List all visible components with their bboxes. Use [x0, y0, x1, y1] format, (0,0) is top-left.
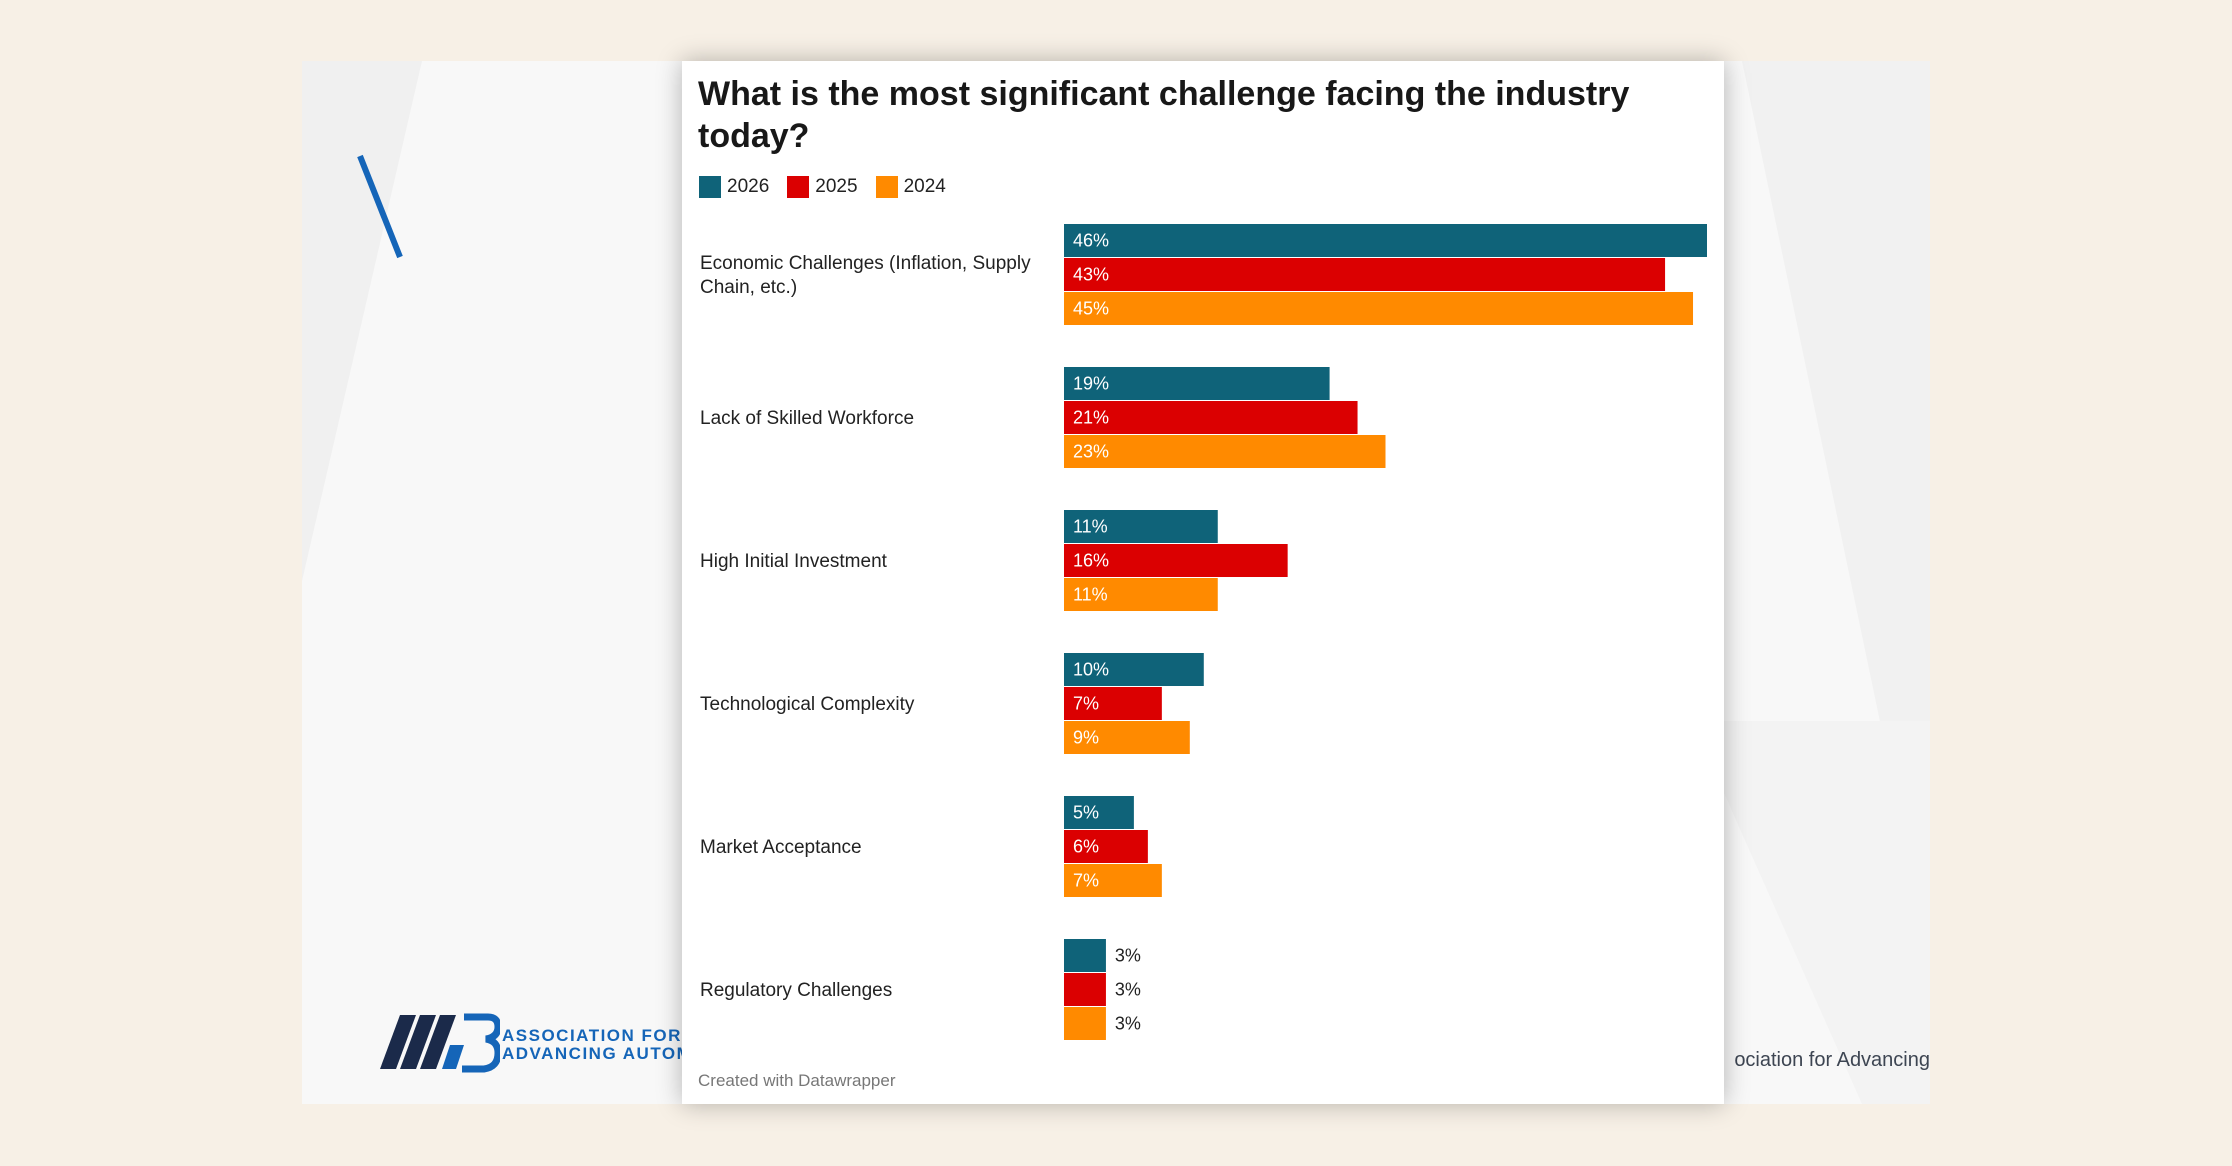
- category-label: Economic Challenges (Inflation, Supply: [700, 253, 1031, 274]
- chart-title: What is the most significant challenge f…: [698, 75, 1630, 155]
- category-label: Chain, etc.): [700, 277, 797, 298]
- bar-2024: [1064, 578, 1218, 611]
- bar-value-label: 3%: [1115, 980, 1141, 1000]
- bar-value-label: 43%: [1073, 265, 1109, 285]
- slide-footer-text: ociation for Advancing: [1734, 1049, 1930, 1071]
- chart-credit: Created with Datawrapper: [698, 1071, 896, 1090]
- bar-2026: [1064, 796, 1134, 829]
- organization-name: ASSOCIATION FOR ADVANCING AUTOMA: [502, 1027, 706, 1063]
- category-label: Technological Complexity: [700, 694, 915, 715]
- legend-label-2026: 2026: [727, 176, 770, 197]
- bar-value-label: 11%: [1073, 517, 1108, 537]
- bar-2024: [1064, 1007, 1106, 1040]
- category-label: High Initial Investment: [700, 551, 888, 572]
- legend-label-2025: 2025: [815, 176, 858, 197]
- bar-2026: [1064, 367, 1330, 400]
- bar-2025: [1064, 973, 1106, 1006]
- bar-value-label: 11%: [1073, 585, 1108, 605]
- chart-card: What is the most significant challenge f…: [682, 61, 1724, 1104]
- category-label: Market Acceptance: [700, 837, 862, 858]
- bar-value-label: 19%: [1073, 374, 1109, 394]
- bar-2024: [1064, 435, 1386, 468]
- bar-2026: [1064, 224, 1707, 257]
- slash-mark-icon: [357, 154, 403, 259]
- bar-2025: [1064, 401, 1358, 434]
- bar-value-label: 5%: [1073, 803, 1099, 823]
- org-name-line2: ADVANCING AUTOMA: [502, 1044, 707, 1063]
- bar-2024: [1064, 864, 1162, 897]
- bar-2025: [1064, 687, 1162, 720]
- legend-swatch-2024: [875, 176, 898, 198]
- bar-value-label: 6%: [1073, 837, 1099, 857]
- bar-value-label: 7%: [1073, 694, 1099, 714]
- bar-2026: [1064, 653, 1204, 686]
- bar-2024: [1064, 721, 1190, 754]
- legend-item-2025: 2025: [787, 176, 858, 198]
- bar-value-label: 16%: [1073, 551, 1109, 571]
- bar-value-label: 45%: [1073, 299, 1109, 319]
- legend-swatch-2025: [787, 176, 810, 198]
- bar-2025: [1064, 258, 1666, 291]
- bar-value-label: 7%: [1073, 871, 1099, 891]
- a3-logo-icon: [380, 1013, 500, 1073]
- bar-2026: [1064, 510, 1218, 543]
- org-name-line1: ASSOCIATION FOR: [502, 1026, 682, 1045]
- bar-2025: [1064, 544, 1288, 577]
- bar-value-label: 9%: [1073, 728, 1099, 748]
- legend-item-2026: 2026: [699, 176, 769, 198]
- bar-value-label: 21%: [1073, 408, 1109, 428]
- bar-value-label: 23%: [1073, 442, 1109, 462]
- slide-decoration: [302, 61, 1930, 1104]
- bar-value-label: 3%: [1115, 946, 1141, 966]
- bar-value-label: 10%: [1073, 660, 1109, 680]
- legend-swatch-2026: [699, 176, 721, 198]
- chart-legend: 2026 2025 2024: [699, 176, 946, 198]
- bar-2026: [1064, 939, 1106, 972]
- legend-label-2024: 2024: [903, 176, 946, 197]
- bar-value-label: 3%: [1115, 1014, 1141, 1034]
- category-label: Regulatory Challenges: [700, 980, 892, 1001]
- bar-2025: [1064, 830, 1148, 863]
- bar-2024: [1064, 292, 1694, 325]
- legend-item-2024: 2024: [875, 176, 946, 198]
- bar-value-label: 46%: [1073, 231, 1109, 251]
- bar-chart: Economic Challenges (Inflation, Supply Ch…: [700, 224, 1707, 1040]
- category-label: Lack of Skilled Workforce: [700, 408, 914, 429]
